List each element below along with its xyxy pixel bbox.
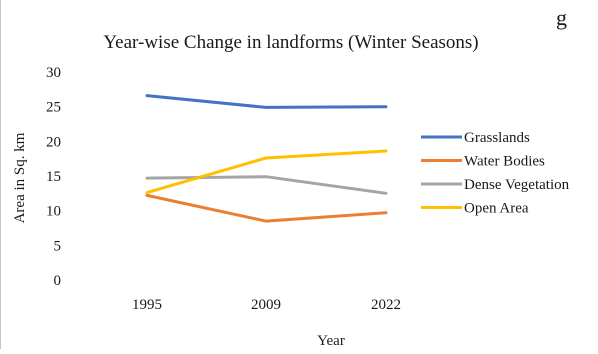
x-axis-label: Year <box>317 333 345 349</box>
y-tick-label: 30 <box>46 65 61 81</box>
legend-label-water-bodies: Water Bodies <box>464 154 545 170</box>
y-tick-label: 25 <box>46 100 61 116</box>
chart-title: Year-wise Change in landforms (Winter Se… <box>103 32 478 53</box>
x-tick-label: 2022 <box>371 297 401 313</box>
x-tick-label: 2009 <box>251 297 281 313</box>
y-tick-label: 15 <box>46 169 61 185</box>
legend-label-open-area: Open Area <box>464 201 529 217</box>
x-axis-ticks: 1995 2009 2022 <box>132 297 401 313</box>
y-tick-label: 5 <box>54 238 62 254</box>
series-line-open-area <box>145 149 388 195</box>
y-axis-ticks: 0 5 10 15 20 25 30 <box>46 65 61 289</box>
y-tick-label: 20 <box>46 134 61 150</box>
legend-label-grasslands: Grasslands <box>464 130 530 146</box>
y-axis-label: Area in Sq. km <box>12 132 28 223</box>
series-line-dense-vegetation <box>145 175 388 195</box>
y-tick-label: 0 <box>54 273 62 289</box>
series-lines <box>145 94 388 223</box>
y-tick-label: 10 <box>46 204 61 220</box>
series-line-water-bodies <box>145 193 388 223</box>
legend-label-dense-vegetation: Dense Vegetation <box>464 177 570 193</box>
x-tick-label: 1995 <box>132 297 162 313</box>
top-fragment-text: g <box>556 5 567 30</box>
legend: Grasslands Water Bodies Dense Vegetation Op… <box>421 130 570 217</box>
series-line-grasslands <box>145 94 388 109</box>
